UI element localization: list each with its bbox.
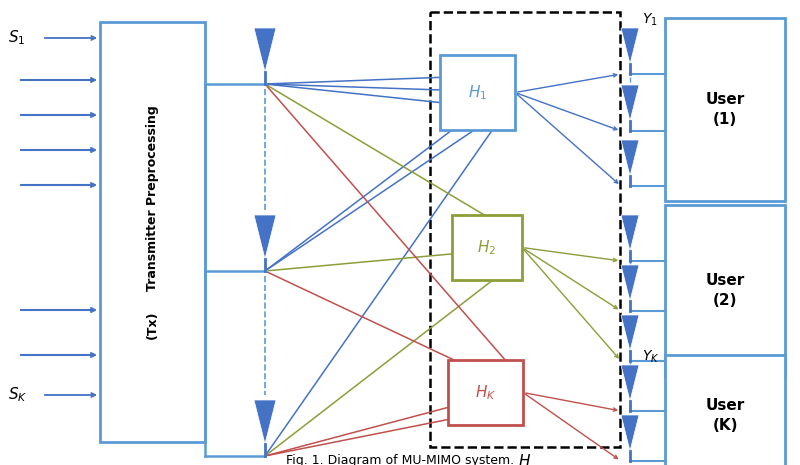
Text: Fig. 1. Diagram of MU-MIMO system.: Fig. 1. Diagram of MU-MIMO system.: [286, 453, 514, 465]
Polygon shape: [254, 28, 276, 72]
Polygon shape: [621, 415, 639, 451]
Text: $Y_1$: $Y_1$: [642, 12, 658, 28]
Text: (Tx): (Tx): [146, 310, 159, 339]
FancyBboxPatch shape: [665, 205, 785, 376]
Polygon shape: [621, 265, 639, 301]
Text: $H$: $H$: [518, 453, 531, 465]
Polygon shape: [621, 315, 639, 351]
FancyBboxPatch shape: [100, 22, 205, 442]
Text: User
(K): User (K): [706, 398, 745, 433]
FancyBboxPatch shape: [665, 18, 785, 201]
Text: $S_K$: $S_K$: [8, 385, 27, 405]
Polygon shape: [254, 400, 276, 444]
Polygon shape: [621, 85, 639, 121]
Text: User
(1): User (1): [706, 92, 745, 127]
Text: $H_K$: $H_K$: [475, 383, 496, 402]
FancyBboxPatch shape: [452, 215, 522, 280]
Polygon shape: [621, 365, 639, 401]
Polygon shape: [621, 28, 639, 64]
Text: $H_1$: $H_1$: [468, 83, 487, 102]
Text: $S_1$: $S_1$: [8, 29, 26, 47]
FancyBboxPatch shape: [448, 360, 523, 425]
Polygon shape: [254, 215, 276, 259]
Text: Transmitter Preprocessing: Transmitter Preprocessing: [146, 106, 159, 291]
FancyBboxPatch shape: [665, 355, 785, 465]
FancyBboxPatch shape: [440, 55, 515, 130]
Polygon shape: [621, 215, 639, 251]
Text: User
(2): User (2): [706, 273, 745, 308]
Text: $H_2$: $H_2$: [478, 238, 497, 257]
Text: $Y_K$: $Y_K$: [642, 349, 659, 365]
Polygon shape: [621, 140, 639, 176]
